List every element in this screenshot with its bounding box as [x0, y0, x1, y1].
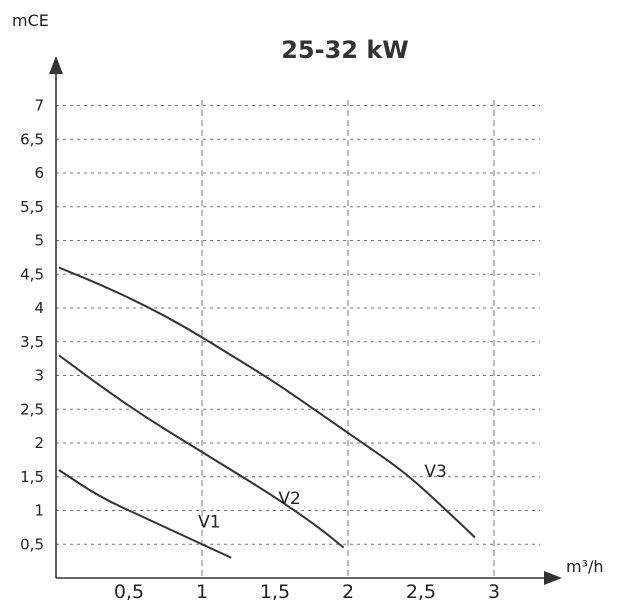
curves — [58, 266, 476, 559]
x-tick-label: 1 — [196, 581, 208, 603]
series-labels: V1 V2 V3 — [198, 462, 447, 533]
y-tick-label: 3 — [34, 367, 44, 385]
series-label-v1: V1 — [198, 512, 220, 532]
y-tick-label: 5 — [34, 232, 44, 250]
x-tick-label: 3 — [488, 581, 500, 603]
x-tick-label: 2,5 — [406, 581, 436, 603]
y-tick-label: 6 — [34, 164, 44, 182]
x-tick-label: 1,5 — [260, 581, 290, 603]
y-tick-label: 3,5 — [20, 333, 44, 351]
y-tick-label: 4 — [34, 299, 44, 317]
series-label-v3: V3 — [424, 462, 446, 482]
y-tick-labels: 0,5 1 1,5 2 2,5 3 3,5 4 4,5 5 5,5 6 6,5 7 — [20, 97, 44, 554]
y-tick-label: 1,5 — [20, 468, 44, 486]
y-tick-label: 2 — [34, 434, 44, 452]
axes — [49, 56, 562, 585]
y-tick-label: 0,5 — [20, 535, 44, 553]
series-line-v2 — [58, 354, 345, 549]
series-label-v2: V2 — [278, 489, 300, 509]
x-tick-labels: 0,5 1 1,5 2 2,5 3 — [114, 581, 500, 603]
y-tick-label: 7 — [34, 97, 44, 115]
y-tick-label: 6,5 — [20, 130, 44, 148]
chart-title: 25-32 kW — [281, 36, 409, 64]
y-tick-label: 5,5 — [20, 198, 44, 216]
x-tick-label: 2 — [342, 581, 354, 603]
y-tick-label: 4,5 — [20, 265, 44, 283]
x-axis-label: m³/h — [566, 557, 604, 576]
y-tick-label: 2,5 — [20, 400, 44, 418]
series-line-v1 — [58, 469, 232, 559]
y-tick-label: 1 — [34, 502, 44, 520]
y-axis-arrow — [49, 56, 63, 74]
series-line-v3 — [58, 266, 476, 539]
x-axis-arrow — [544, 571, 562, 585]
y-axis-label: mCE — [12, 11, 49, 30]
x-tick-label: 0,5 — [114, 581, 144, 603]
